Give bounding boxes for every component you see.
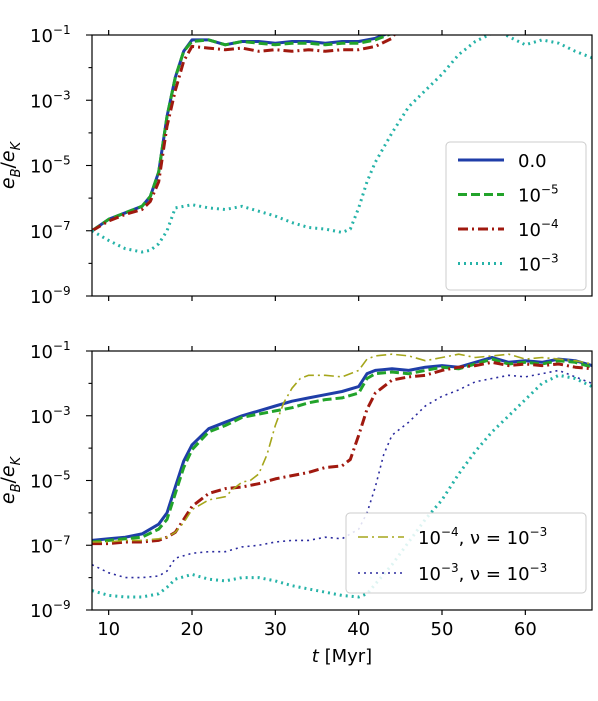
- y-tick-label: 10−9: [30, 284, 71, 308]
- series-line-1-4: [92, 35, 592, 254]
- y-tick-label: 10−1: [30, 23, 71, 47]
- legend-label: 10−4: [518, 217, 559, 241]
- subplot-2: 10 20 30 40 50 60 10−9 10−7 10−5 10−3 10−1 eB/eK t […: [0, 339, 593, 667]
- legend-label: 10−5: [518, 183, 559, 207]
- legend-box: [345, 512, 587, 594]
- y-tick-label: 10−3: [30, 404, 71, 428]
- legend-box: [445, 141, 587, 291]
- y-tick-label: 10−9: [30, 598, 71, 622]
- legend-label: 10−3: [518, 252, 559, 276]
- y-tick-label: 10−7: [30, 533, 71, 557]
- x-tick-label: 40: [347, 619, 370, 640]
- series-line-1-1: [92, 35, 388, 233]
- x-axis-label: t [Myr]: [312, 646, 372, 667]
- series-line-2-4: [92, 353, 592, 543]
- y-axis-label: eB/eK: [0, 140, 24, 189]
- x-tick-label: 20: [181, 619, 204, 640]
- legend-label: 0.0: [518, 151, 547, 172]
- y-axis-label: eB/eK: [0, 455, 24, 504]
- x-tick-label: 60: [514, 619, 537, 640]
- x-tick-label: 50: [431, 619, 454, 640]
- legend-label: 10−3, ν = 10−3: [418, 561, 547, 585]
- series-line-1-2: [92, 35, 393, 233]
- y-tick-label: 10−5: [30, 469, 71, 493]
- y-tick-label: 10−1: [30, 339, 71, 363]
- legend-label: 10−4, ν = 10−3: [418, 525, 547, 549]
- series-line-1-3: [92, 35, 396, 233]
- y-tick-label: 10−3: [30, 88, 71, 112]
- y-tick-label: 10−7: [30, 219, 71, 243]
- legend: 10−4, ν = 10−3 10−3, ν = 10−3: [345, 512, 587, 594]
- series-line-2-1: [92, 356, 592, 542]
- subplot-1: 10−9 10−7 10−5 10−3 10−1 eB/eK 0.0 10−5 10−4 10−3: [0, 23, 593, 308]
- series-line-2-2: [92, 357, 592, 544]
- legend: 0.0 10−5 10−4 10−3: [445, 141, 587, 291]
- x-tick-label: 10: [97, 619, 120, 640]
- y-tick-label: 10−5: [30, 154, 71, 178]
- x-tick-label: 30: [264, 619, 287, 640]
